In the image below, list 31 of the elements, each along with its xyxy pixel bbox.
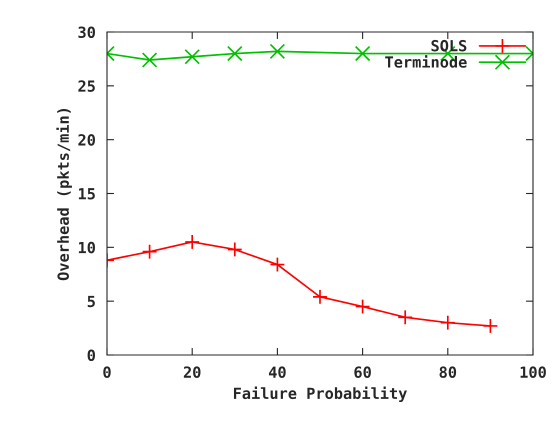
y-tick-label: 25 <box>78 80 95 92</box>
x-tick-label: 40 <box>268 366 286 378</box>
point <box>312 289 328 305</box>
y-tick-label: 10 <box>78 242 95 254</box>
legend-label: SOLS <box>431 40 466 52</box>
point <box>482 318 498 334</box>
point <box>270 44 286 60</box>
point <box>227 46 243 62</box>
point <box>142 244 158 260</box>
point <box>142 52 158 68</box>
y-tick-label: 5 <box>88 296 95 308</box>
x-tick-label: 0 <box>103 366 111 378</box>
point <box>440 314 456 330</box>
y-tick-label: 0 <box>88 349 95 362</box>
legend-label: Terminode <box>385 55 467 68</box>
x-tick-label: 60 <box>354 366 371 378</box>
point <box>354 298 370 314</box>
point <box>270 256 286 272</box>
point <box>227 242 243 258</box>
point <box>354 46 370 62</box>
x-tick-label: 20 <box>184 366 200 378</box>
x-tick-label: 100 <box>520 366 546 378</box>
point <box>397 310 413 326</box>
x-axis-title: Failure Probability <box>234 386 407 402</box>
point <box>184 234 200 250</box>
y-axis-title: Overhead (pkts/min) <box>56 108 72 280</box>
y-tick-label: 15 <box>78 188 95 200</box>
point <box>184 48 200 65</box>
y-tick-label: 20 <box>78 134 95 146</box>
x-tick-label: 80 <box>440 366 456 378</box>
y-tick-label: 30 <box>78 26 95 38</box>
